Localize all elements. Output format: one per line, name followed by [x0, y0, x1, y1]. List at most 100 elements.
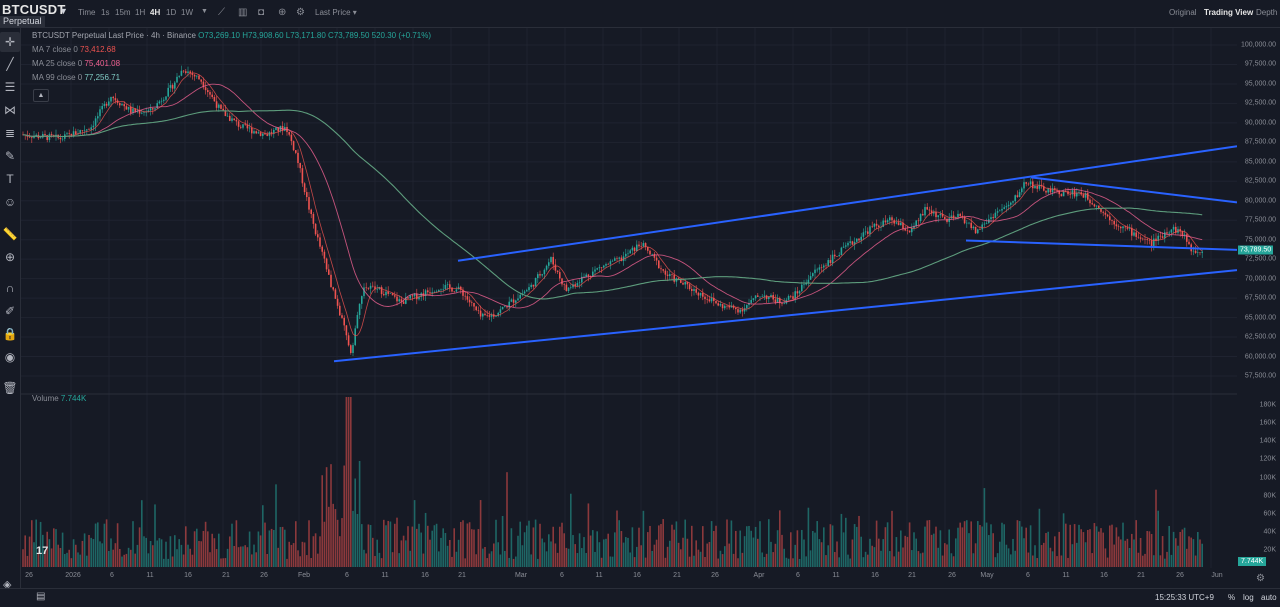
brush-icon[interactable]: ✎ [4, 149, 16, 163]
volume-bar [213, 538, 216, 567]
tf-1w[interactable]: 1W [181, 8, 193, 17]
zoom-in-icon[interactable]: ⊕ [4, 250, 16, 264]
emoji-icon[interactable]: ☺ [3, 195, 17, 209]
volume-bar [396, 517, 398, 567]
tradingview-logo[interactable]: 17 [36, 545, 49, 557]
settings-icon[interactable]: ⚙ [296, 7, 305, 18]
candle-body [35, 134, 37, 137]
draw-mode-icon[interactable]: ✐ [4, 304, 16, 318]
volume-bar [695, 540, 697, 567]
candle-body [202, 81, 205, 88]
volume-bar [83, 533, 86, 567]
ma25-legend[interactable]: MA 25 close 0 75,401.08 [32, 59, 121, 68]
more-timeframes-icon[interactable]: ▼ [201, 8, 208, 15]
candle-body [550, 257, 552, 263]
lock-icon[interactable]: 🔒 [2, 327, 18, 341]
symbol-dropdown-icon[interactable]: ▼ [59, 6, 68, 16]
fib-icon[interactable]: ≣ [4, 126, 16, 140]
price-type-select[interactable]: Last Price ▾ [315, 8, 357, 17]
tab-original[interactable]: Original [1169, 8, 1197, 17]
volume-bar [517, 535, 519, 567]
candle-body [1133, 232, 1135, 236]
crosshair-icon[interactable]: ✛ [0, 32, 20, 52]
tf-1d[interactable]: 1D [166, 8, 177, 17]
chart-settings-icon[interactable]: ⚙ [1256, 573, 1265, 584]
volume-bar [1080, 529, 1082, 567]
volume-bar [270, 528, 273, 567]
volume-bar [631, 527, 634, 567]
camera-icon[interactable]: ◘ [258, 7, 265, 18]
candle-body [233, 118, 235, 121]
volume-bar [290, 544, 293, 567]
candle-body [257, 132, 260, 134]
volume-bar [185, 526, 187, 567]
volume-bar [530, 554, 532, 567]
candle-body [292, 141, 295, 151]
volume-bar [710, 521, 713, 567]
time-axis[interactable]: 26 2026 6 11 16 21 26 Feb 6 11 16 21 Mar 6 11 16 21 26 Apr… [21, 568, 1237, 584]
candle-body [706, 299, 708, 300]
trendline-icon[interactable]: ╱ [6, 57, 14, 71]
trash-icon[interactable]: 🗑 [2, 381, 18, 395]
magnet-icon[interactable]: ∩ [5, 281, 15, 295]
volume-bar [68, 549, 70, 567]
horizontal-lines-icon[interactable]: ☰ [4, 80, 16, 94]
candle-body [86, 129, 88, 131]
volume-bar [944, 543, 946, 567]
volume-bar [174, 535, 176, 567]
volume-bar [55, 529, 57, 567]
tab-depth[interactable]: Depth [1256, 8, 1278, 17]
volume-bar [567, 548, 570, 567]
pitchfork-icon[interactable]: ⋈ [4, 103, 16, 117]
candle-body [838, 255, 840, 257]
tf-1s[interactable]: 1s [101, 8, 110, 17]
percent-toggle[interactable]: % [1228, 593, 1236, 602]
tf-1h[interactable]: 1H [135, 8, 146, 17]
candle-body [259, 132, 262, 136]
volume-bar [229, 536, 231, 567]
candle-body [332, 287, 334, 290]
text-icon[interactable]: T [6, 172, 14, 186]
volume-bar [72, 539, 75, 567]
ma7-legend[interactable]: MA 7 close 0 73,412.68 [32, 45, 116, 54]
calendar-icon[interactable]: ▤ [36, 591, 46, 602]
indicators-icon[interactable]: ⟋ [218, 7, 225, 18]
volume-bar [706, 543, 708, 567]
candle-body [273, 129, 275, 134]
candle-body [299, 163, 301, 169]
ma99-legend[interactable]: MA 99 close 0 77,256.71 [32, 73, 121, 82]
tf-15m[interactable]: 15m [115, 8, 131, 17]
candle-body [59, 137, 62, 140]
price-chart[interactable] [21, 28, 1237, 568]
candle-body [818, 267, 821, 270]
volume-bar [818, 539, 821, 567]
auto-toggle[interactable]: auto [1261, 593, 1277, 602]
volume-bar [57, 544, 59, 567]
candle-body [108, 101, 110, 106]
candle-body [620, 257, 623, 262]
candle-body [138, 110, 141, 114]
layers-icon[interactable]: ◈ [3, 579, 12, 591]
add-icon[interactable]: ⊕ [278, 7, 287, 18]
tf-time[interactable]: Time [78, 8, 96, 17]
volume-bar [259, 535, 262, 567]
volume-bar [435, 523, 438, 567]
ruler-icon[interactable]: 📏 [2, 227, 18, 241]
price-axis[interactable]: 100,000.00 97,500.00 95,000.00 92,500.00… [1237, 28, 1280, 573]
volume-bar [1115, 527, 1118, 567]
symbol-name[interactable]: BTCUSDT [2, 2, 66, 17]
volume-bar [402, 535, 405, 567]
volume-bar [666, 546, 669, 567]
candle-body [200, 79, 202, 82]
volume-bar [589, 535, 592, 567]
candle-body [1172, 226, 1175, 230]
candle-body [317, 234, 319, 238]
visibility-icon[interactable]: ◉ [4, 350, 16, 364]
log-toggle[interactable]: log [1243, 593, 1254, 602]
collapse-legend-button[interactable]: ▲ [33, 89, 49, 102]
tab-trading-view[interactable]: Trading View [1204, 8, 1254, 17]
tf-4h[interactable]: 4H [150, 8, 161, 17]
candle-body [913, 225, 915, 229]
chart-type-icon[interactable]: ▥ [238, 7, 248, 18]
candle-body [867, 231, 869, 234]
